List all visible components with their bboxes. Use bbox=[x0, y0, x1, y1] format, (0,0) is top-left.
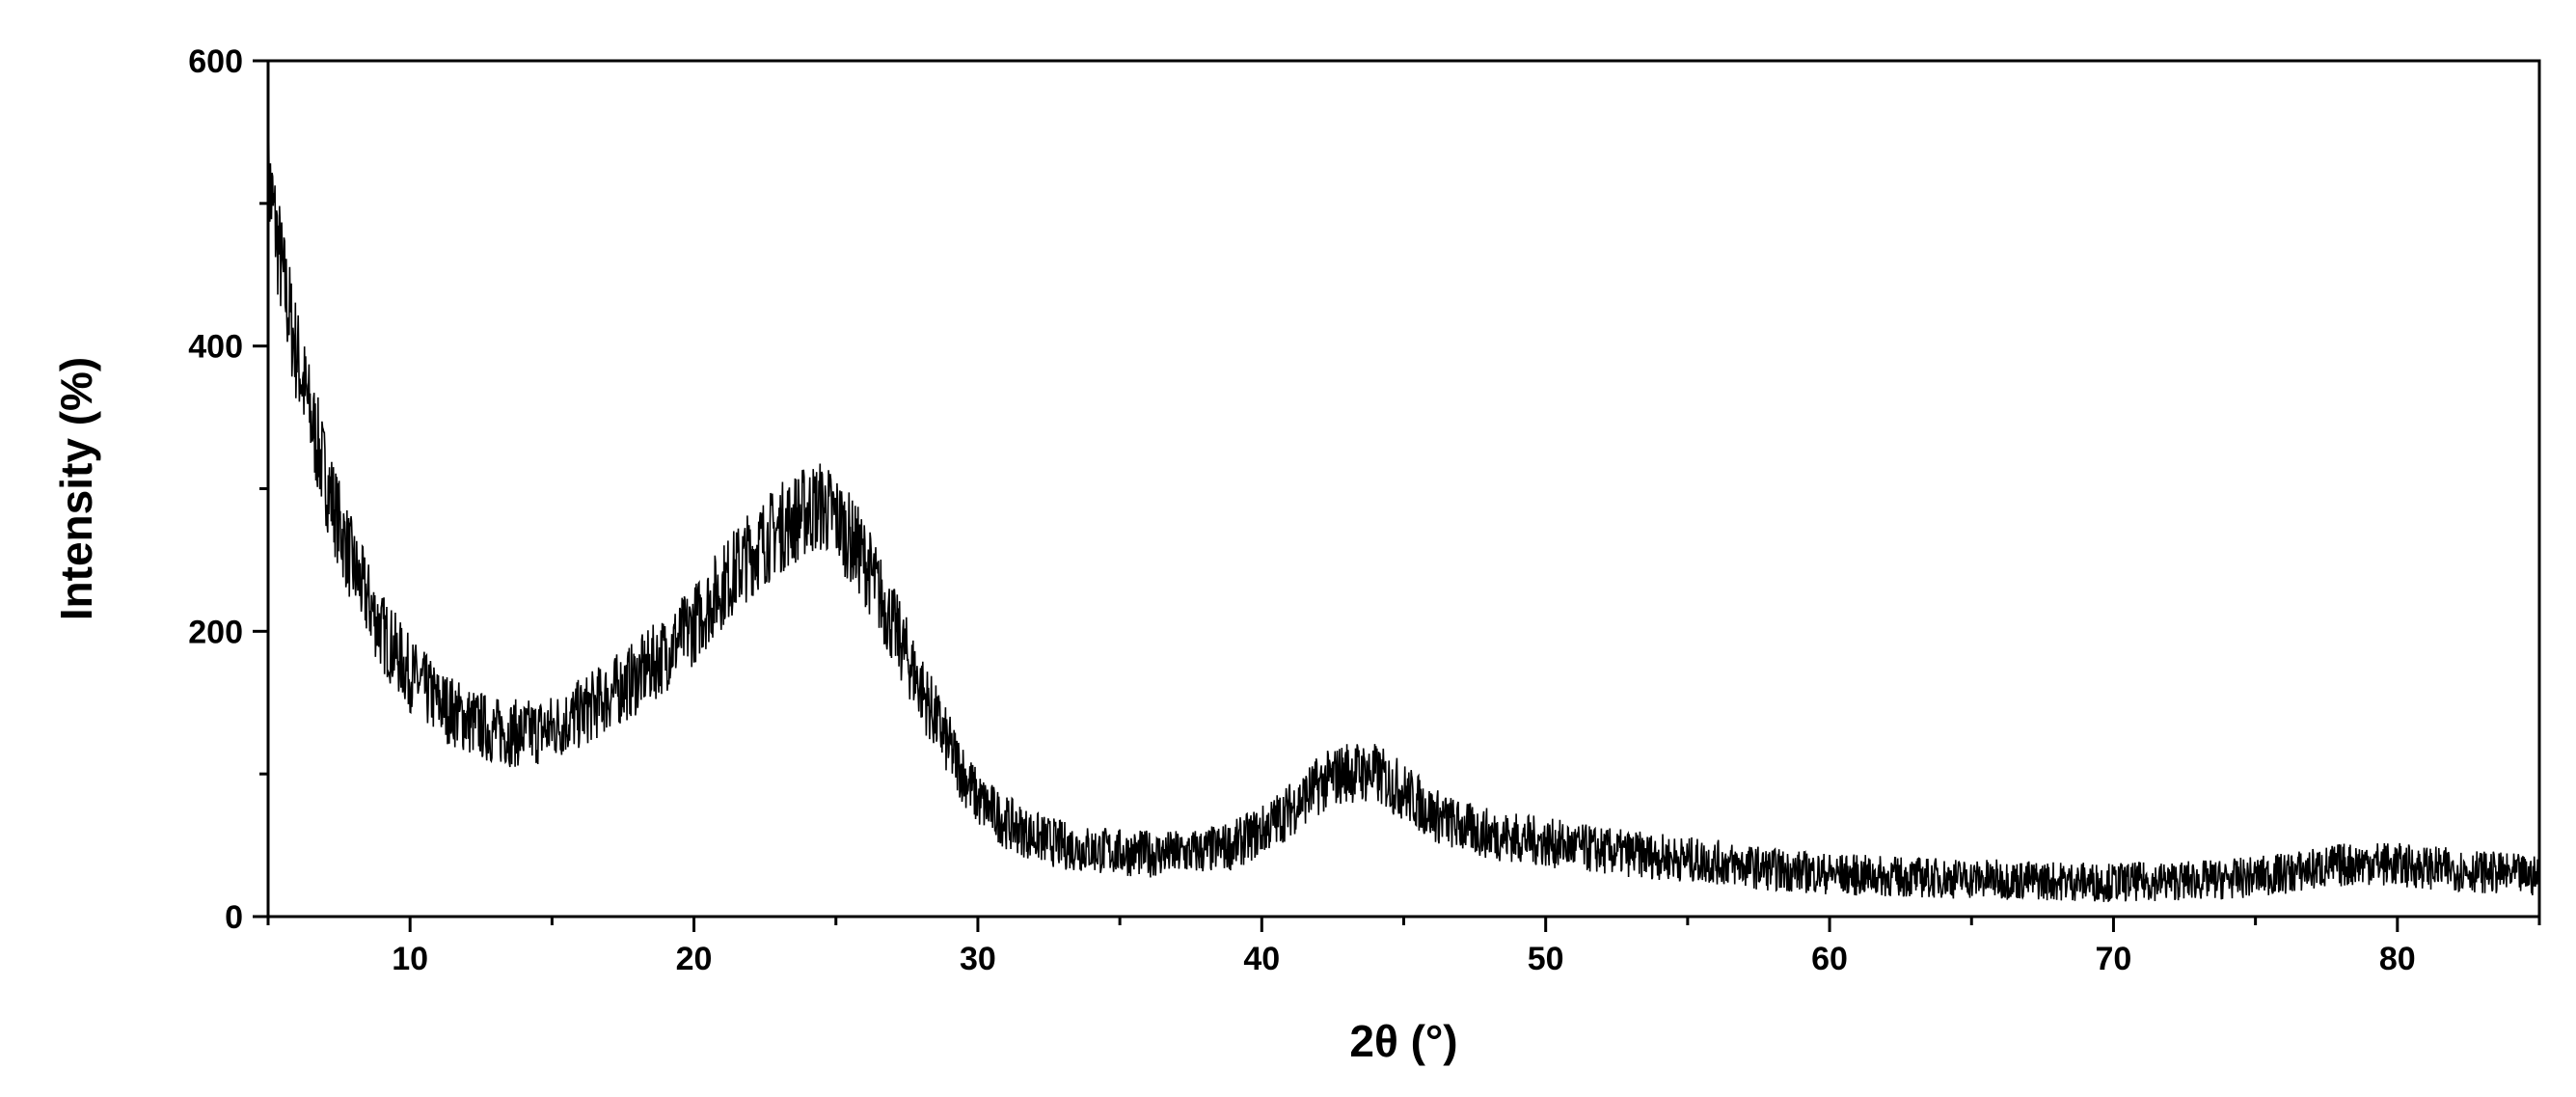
x-tick-label: 10 bbox=[392, 941, 428, 977]
y-tick-label: 200 bbox=[188, 614, 243, 650]
x-tick-label: 60 bbox=[1811, 941, 1848, 977]
y-tick-label: 600 bbox=[188, 43, 243, 80]
y-tick-label: 0 bbox=[225, 899, 243, 936]
x-tick-label: 70 bbox=[2096, 941, 2132, 977]
x-tick-label: 40 bbox=[1243, 941, 1280, 977]
x-tick-label: 30 bbox=[960, 941, 996, 977]
y-axis-title: Intensity (%) bbox=[51, 357, 101, 620]
series-line bbox=[267, 127, 2540, 902]
x-axis-title: 2θ (°) bbox=[1349, 1016, 1457, 1066]
x-tick-label: 20 bbox=[676, 941, 713, 977]
x-tick-label: 80 bbox=[2379, 941, 2416, 977]
x-tick-label: 50 bbox=[1528, 941, 1564, 977]
y-tick-label: 400 bbox=[188, 329, 243, 366]
